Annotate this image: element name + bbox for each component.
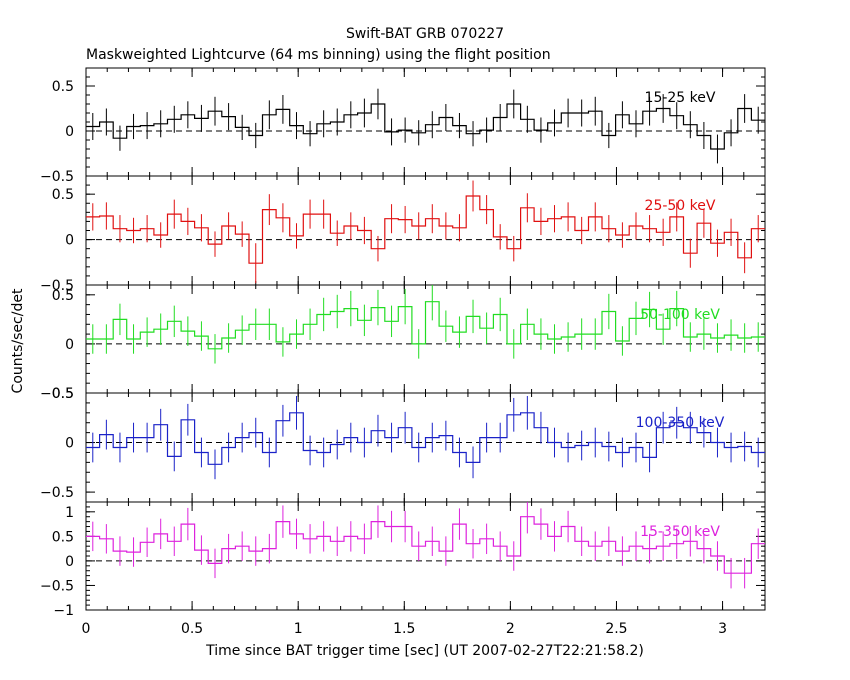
band-label: 100-350 keV [636,415,725,431]
y-tick-label: −0.5 [40,386,74,402]
step-line [86,301,765,350]
y-tick-label: 0.5 [52,288,74,304]
y-tick-label: −0.5 [40,169,74,185]
panel-5: −1 −0.5 0 0.5 1 15-350 keV 0 0.5 1 1.5 2 2.5 3 [40,501,766,637]
x-tick-label: 0 [82,621,91,637]
y-tick-label: 0.5 [52,79,74,95]
step-line [86,412,765,465]
x-tick-label: 3 [718,621,727,637]
panel-1: −0.5 0 0.5 15-25 keV [40,67,766,185]
y-tick-label: 0 [65,124,74,140]
y-tick-label: 0.5 [52,386,74,402]
step-line [86,103,765,150]
y-axis-label: Counts/sec/det [10,288,26,393]
panel-4: −0.5 0 0.5 100-350 keV [40,386,766,503]
x-tick-label: 2 [506,621,515,637]
x-tick-label: 1.5 [393,621,415,637]
y-tick-label: −0.5 [40,278,74,294]
x-tick-label: 2.5 [605,621,627,637]
band-label: 15-25 keV [645,90,716,106]
y-tick-label: 0 [65,554,74,570]
band-label: 50-100 keV [640,307,720,323]
step-line [86,516,765,574]
y-tick-label: −0.5 [40,578,74,594]
y-tick-label: 0 [65,337,74,353]
panel-3: −0.5 0 0.5 50-100 keV [40,284,766,402]
chart-title: Swift-BAT GRB 070227 [346,26,504,42]
chart-subtitle: Maskweighted Lightcurve (64 ms binning) … [86,47,551,63]
band-label: 25-50 keV [645,198,716,214]
y-tick-label: 1 [65,505,74,521]
y-tick-label: −0.5 [40,485,74,501]
y-tick-label: 0 [65,436,74,452]
panel-stack: −0.5 0 0.5 15-25 keV −0.5 0 0.5 25-50 keV −0.5 0 0… [40,67,766,637]
x-axis-label: Time since BAT trigger time [sec] (UT 20… [205,643,644,659]
panel-2: −0.5 0 0.5 25-50 keV [40,175,766,294]
band-label: 15-350 keV [640,524,720,540]
y-tick-label: 0 [65,233,74,249]
y-tick-label: −1 [53,603,74,619]
x-tick-label: 0.5 [181,621,203,637]
x-tick-label: 1 [294,621,303,637]
y-tick-label: 0.5 [52,529,74,545]
y-tick-label: 0.5 [52,187,74,203]
step-line [86,195,765,264]
